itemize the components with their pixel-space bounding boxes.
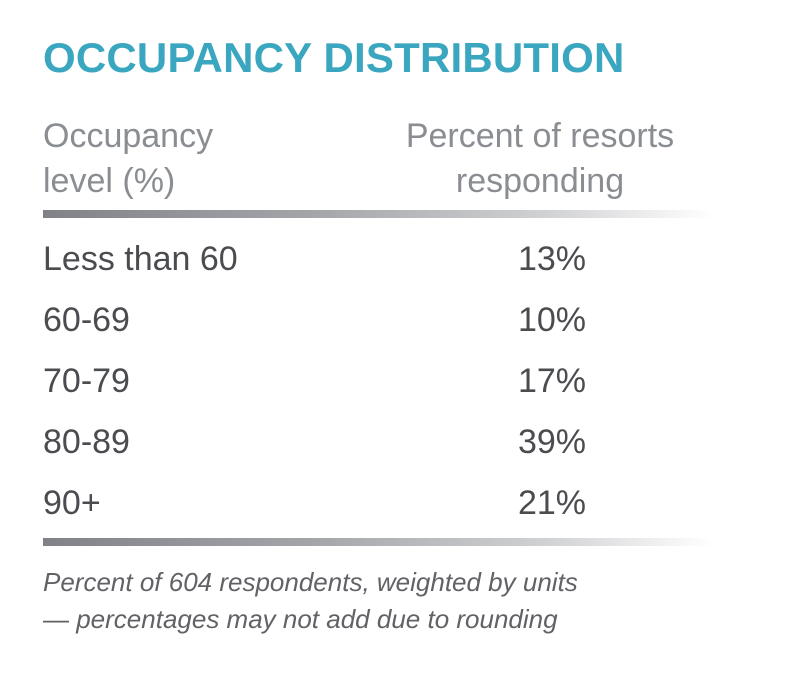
table-row: 90+ 21% xyxy=(0,480,788,541)
table-body: Less than 60 13% 60-69 10% 70-79 17% 80-89 39% 9… xyxy=(0,236,788,541)
column-header-line: level (%) xyxy=(43,162,176,200)
table-row: 70-79 17% xyxy=(0,358,788,419)
percent-cell: 10% xyxy=(517,301,586,339)
header-divider xyxy=(43,210,713,218)
footnote-line: — percentages may not add due to roundin… xyxy=(43,604,558,634)
percent-cell: 13% xyxy=(517,240,586,278)
occupancy-level-cell: 90+ xyxy=(43,484,101,522)
column-header-line: Percent of resorts xyxy=(405,117,675,155)
table-row: 60-69 10% xyxy=(0,297,788,358)
occupancy-level-cell: 80-89 xyxy=(43,423,130,461)
table-row: 80-89 39% xyxy=(0,419,788,480)
percent-cell: 21% xyxy=(517,484,586,522)
column-header-line: Occupancy xyxy=(43,117,214,155)
column-header-occupancy-level: Occupancy level (%) xyxy=(43,114,343,204)
column-header-line: responding xyxy=(455,162,625,200)
column-header-percent-responding: Percent of resorts responding xyxy=(330,114,750,204)
percent-cell: 39% xyxy=(517,423,586,461)
occupancy-level-cell: 70-79 xyxy=(43,362,130,400)
footer-divider xyxy=(43,538,713,546)
percent-cell: 17% xyxy=(517,362,586,400)
footnote: Percent of 604 respondents, weighted by … xyxy=(43,564,578,638)
footnote-line: Percent of 604 respondents, weighted by … xyxy=(43,567,578,597)
table-title: OCCUPANCY DISTRIBUTION xyxy=(43,34,625,81)
occupancy-level-cell: 60-69 xyxy=(43,301,130,339)
occupancy-level-cell: Less than 60 xyxy=(43,240,238,278)
table-row: Less than 60 13% xyxy=(0,236,788,297)
